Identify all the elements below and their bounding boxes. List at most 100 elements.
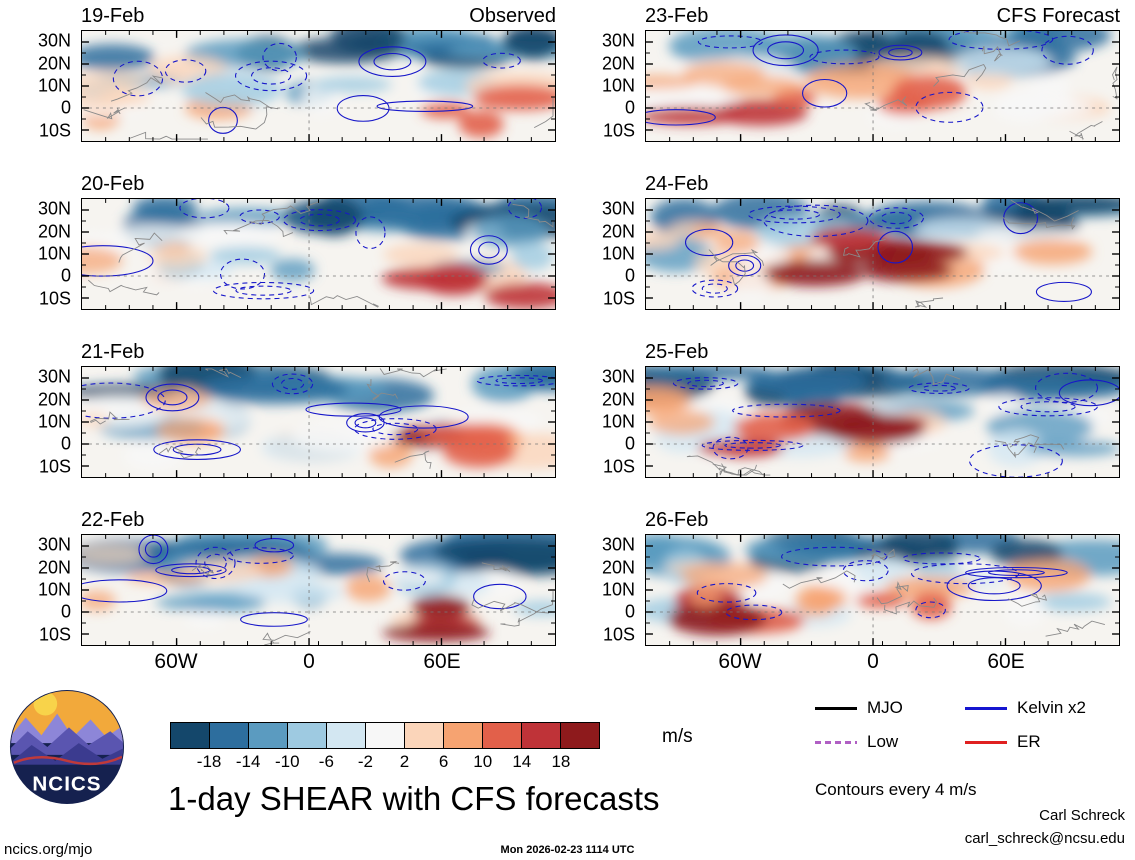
latitude-axis: 30N 20N 10N 0 10S [6, 198, 81, 310]
latitude-axis: 30N 20N 10N 0 10S [570, 366, 645, 478]
panel-date: 22-Feb [81, 509, 145, 531]
lat-tick-label: 0 [60, 265, 71, 286]
legend-label: Low [867, 732, 899, 751]
panel-grid: 19-Feb Observed 30N 20N 10N 0 10S 20-Feb 30N… [6, 4, 1120, 680]
legend-item-er: ER [965, 732, 1115, 752]
colorbar-segment [249, 723, 288, 748]
latitude-axis: 30N 20N 10N 0 10S [6, 534, 81, 646]
colorbar-tick-label: 10 [473, 752, 493, 771]
map-field-svg [82, 535, 555, 645]
map-field-svg [82, 367, 555, 477]
colorbar-tick-label: 14 [512, 752, 532, 771]
panel-date: 20-Feb [81, 173, 145, 195]
column-label-observed: Observed [469, 5, 556, 27]
lat-tick-label: 10S [602, 120, 635, 141]
latitude-axis: 30N 20N 10N 0 10S [570, 30, 645, 142]
map-panel: 26-Feb 30N 20N 10N 0 10S [570, 508, 1120, 646]
lat-tick-label: 20N [37, 221, 71, 242]
lat-tick-label: 0 [60, 601, 71, 622]
lat-tick-label: 0 [624, 97, 635, 118]
lat-tick-label: 10S [38, 624, 71, 645]
logo-text: NCICS [32, 772, 101, 795]
lat-tick-label: 0 [624, 601, 635, 622]
lat-tick-label: 30N [37, 534, 71, 555]
panel-header: 22-Feb [81, 508, 556, 534]
map-panel: 25-Feb 30N 20N 10N 0 10S [570, 340, 1120, 478]
lat-tick-label: 30N [601, 30, 635, 51]
map-panel: 22-Feb 30N 20N 10N 0 10S [6, 508, 556, 646]
map-field-svg [646, 31, 1119, 141]
panel-date: 23-Feb [645, 5, 709, 27]
map-canvas [81, 30, 556, 142]
panel-date: 21-Feb [81, 341, 145, 363]
colorbar-tick-label: -14 [235, 752, 261, 771]
legend-item-mjo: MJO [815, 698, 965, 718]
latitude-axis: 30N 20N 10N 0 10S [6, 366, 81, 478]
lat-tick-label: 20N [37, 53, 71, 74]
site-url: ncics.org/mjo [4, 841, 93, 858]
colorbar-units-label: m/s [662, 726, 693, 747]
panel-date: 26-Feb [645, 509, 709, 531]
logo-mountains-mid [10, 727, 124, 755]
legend-label: Kelvin x2 [1017, 698, 1086, 717]
lat-tick-label: 30N [37, 198, 71, 219]
lon-tick-label: 0 [867, 650, 879, 673]
lat-tick-label: 10S [602, 624, 635, 645]
panel-date: 24-Feb [645, 173, 709, 195]
map-field-svg [82, 199, 555, 309]
map-panel: 20-Feb 30N 20N 10N 0 10S [6, 172, 556, 310]
colorbar-segment [171, 723, 210, 748]
lat-tick-label: 30N [37, 30, 71, 51]
credits: Carl Schreck carl_schreck@ncsu.edu [965, 804, 1125, 851]
panel-header: 23-Feb CFS Forecast [645, 4, 1120, 30]
panel-header: 25-Feb [645, 340, 1120, 366]
lat-tick-label: 30N [601, 366, 635, 387]
colorbar-tick-label: -6 [318, 752, 334, 771]
legend-item-low: Low [815, 732, 965, 752]
colorbar-tick-labels: -18 -14 -10 -6 -2 2 6 10 14 18 [170, 752, 600, 772]
lat-tick-label: 10S [38, 456, 71, 477]
logo-mountains-front [10, 743, 124, 769]
logo-sun-icon [33, 691, 58, 716]
kelvin-line-icon [965, 706, 1007, 710]
map-field-svg [82, 31, 555, 141]
legend-label: MJO [867, 698, 903, 717]
colorbar-segment [288, 723, 327, 748]
panel-header: 26-Feb [645, 508, 1120, 534]
mjo-line-icon [815, 706, 857, 710]
lat-tick-label: 10N [37, 411, 71, 432]
low-line-icon [815, 740, 857, 744]
lat-tick-label: 10N [601, 243, 635, 264]
lon-tick-label: 60W [718, 650, 762, 673]
lat-tick-label: 20N [601, 53, 635, 74]
lat-tick-label: 20N [601, 221, 635, 242]
colorbar-segment [327, 723, 366, 748]
generation-timestamp: Mon 2026-02-23 1114 UTC [500, 844, 635, 856]
lat-tick-label: 10N [601, 579, 635, 600]
er-line-icon [965, 740, 1007, 744]
map-field-svg [646, 199, 1119, 309]
lat-tick-label: 20N [37, 389, 71, 410]
colorbar-tick-label: 6 [438, 752, 449, 771]
colorbar-tick-label: -10 [274, 752, 300, 771]
panel-date: 19-Feb [81, 5, 145, 27]
lat-tick-label: 30N [601, 534, 635, 555]
map-canvas [81, 534, 556, 646]
contour-legend: MJO Kelvin x2 Low ER [815, 698, 1115, 752]
logo-red-line [13, 755, 123, 766]
colorbar-tick-label: 2 [399, 752, 410, 771]
map-panel: 24-Feb 30N 20N 10N 0 10S [570, 172, 1120, 310]
map-canvas [645, 534, 1120, 646]
lat-tick-label: 10N [601, 75, 635, 96]
lat-tick-label: 20N [37, 557, 71, 578]
lat-tick-label: 0 [60, 97, 71, 118]
lat-tick-label: 10S [38, 120, 71, 141]
column-label-forecast: CFS Forecast [996, 5, 1120, 27]
colorbar-tick-label: -2 [357, 752, 374, 771]
map-field-svg [646, 535, 1119, 645]
colorbar-segment [561, 723, 599, 748]
longitude-axis: 60W 0 60E [645, 646, 1120, 680]
map-canvas [645, 30, 1120, 142]
credit-name: Carl Schreck [1039, 807, 1125, 824]
map-panel: 23-Feb CFS Forecast 30N 20N 10N 0 10S [570, 4, 1120, 142]
